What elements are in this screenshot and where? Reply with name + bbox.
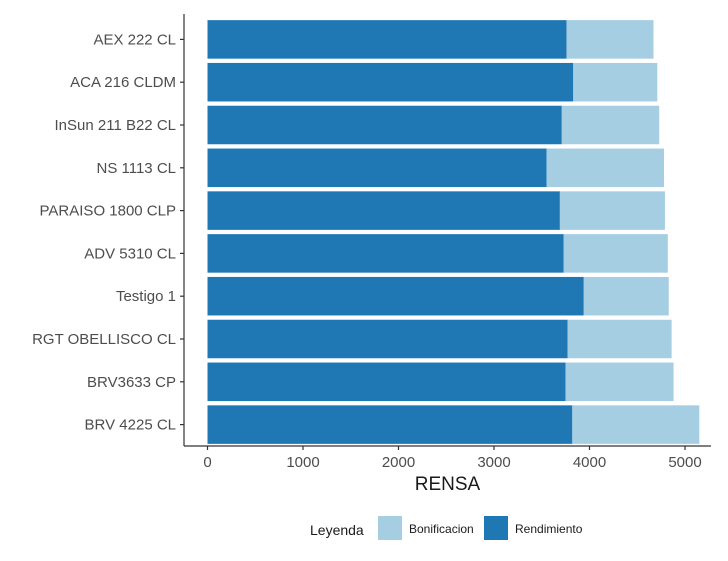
bar-bonificacion-2 <box>561 105 660 145</box>
bar-bonificacion-0 <box>566 20 654 59</box>
legend-label-bonificacion: Bonificacion <box>409 522 474 536</box>
bar-bonificacion-1 <box>573 62 658 102</box>
bar-bonificacion-6 <box>583 276 669 316</box>
x-tick-label: 0 <box>203 454 211 471</box>
y-tick-label: ACA 216 CLDM <box>70 74 176 91</box>
legend-title: Leyenda <box>310 522 364 538</box>
legend-swatch-rendimiento <box>484 516 508 540</box>
bar-rendimiento-3 <box>207 148 547 188</box>
x-tick-label: 4000 <box>573 454 606 471</box>
bar-rendimiento-6 <box>207 276 584 316</box>
bar-rendimiento-1 <box>207 62 574 102</box>
y-tick-label: ADV 5310 CL <box>84 245 176 262</box>
bar-rendimiento-5 <box>207 234 564 273</box>
y-tick-label: BRV3633 CP <box>87 374 176 391</box>
y-tick-label: PARAISO 1800 CLP <box>40 203 176 220</box>
y-tick-label: RGT OBELLISCO CL <box>32 331 176 348</box>
bar-bonificacion-7 <box>567 319 672 359</box>
y-tick-label: Testigo 1 <box>116 288 176 305</box>
y-tick-label: AEX 222 CL <box>93 31 176 48</box>
x-axis-title: RENSA <box>415 474 481 495</box>
bar-bonificacion-9 <box>572 405 700 444</box>
bar-rendimiento-9 <box>207 405 573 444</box>
bars-group <box>207 20 700 444</box>
bar-rendimiento-7 <box>207 319 568 359</box>
x-tick-label: 2000 <box>382 454 415 471</box>
y-tick-label: NS 1113 CL <box>97 160 177 177</box>
y-tick-label: InSun 211 B22 CL <box>55 117 176 134</box>
legend: Leyenda Bonificacion Rendimiento <box>310 516 583 540</box>
bar-rendimiento-4 <box>207 191 560 230</box>
bar-bonificacion-8 <box>565 362 674 402</box>
y-tick-label: BRV 4225 CL <box>85 417 176 434</box>
x-axis-ticks: 0 1000 2000 3000 4000 5000 <box>203 446 702 471</box>
bar-bonificacion-5 <box>563 234 668 273</box>
bar-rendimiento-0 <box>207 20 567 59</box>
x-tick-label: 3000 <box>477 454 510 471</box>
bar-rendimiento-8 <box>207 362 566 402</box>
legend-swatch-bonificacion <box>378 516 402 540</box>
bar-bonificacion-3 <box>546 148 664 188</box>
bar-bonificacion-4 <box>559 191 665 230</box>
y-axis-ticks: AEX 222 CL ACA 216 CLDM InSun 211 B22 CL NS… <box>32 31 184 434</box>
legend-label-rendimiento: Rendimiento <box>515 522 583 536</box>
x-tick-label: 1000 <box>286 454 319 471</box>
x-tick-label: 5000 <box>668 454 701 471</box>
bar-rendimiento-2 <box>207 105 562 145</box>
